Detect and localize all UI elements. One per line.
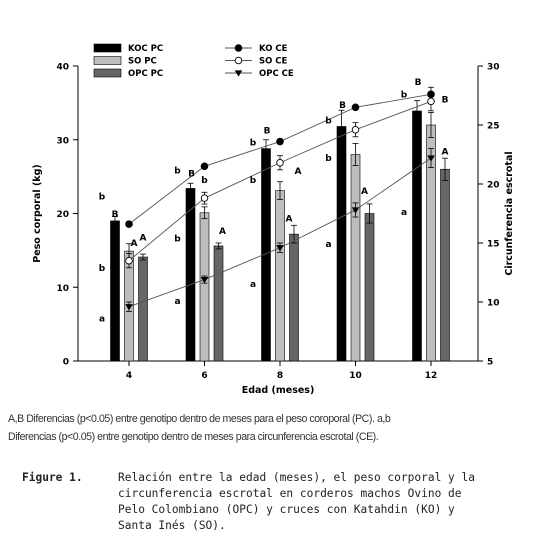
point <box>276 245 284 252</box>
legend-label: OPC CE <box>259 69 294 79</box>
significance-label: b <box>99 264 106 274</box>
point <box>125 220 133 228</box>
point <box>200 276 209 284</box>
x-tick-label: 8 <box>277 371 283 381</box>
y2-tick-label: 5 <box>487 358 493 368</box>
significance-label: a <box>99 315 105 325</box>
significance-label: a <box>325 240 331 250</box>
bar <box>364 213 375 362</box>
bar <box>336 126 347 362</box>
bar <box>440 168 450 362</box>
significance-label: A <box>361 187 368 197</box>
x-tick-label: 12 <box>425 371 438 381</box>
point <box>427 155 435 162</box>
significance-label: B <box>264 127 271 137</box>
significance-label: a <box>174 297 180 307</box>
point <box>351 207 360 214</box>
legend-label: OPC PC <box>128 69 163 79</box>
bar <box>110 220 120 362</box>
figure-label: Figure 1. <box>22 471 83 484</box>
point <box>200 162 209 171</box>
y-tick-label: 0 <box>63 358 69 368</box>
significance-label: B <box>188 169 195 179</box>
footnote: A,B Diferencias (p<0.05) entre genotipo … <box>8 410 532 446</box>
legend-swatch <box>93 56 122 65</box>
x-tick-label: 4 <box>126 371 132 381</box>
y-tick-label: 40 <box>56 63 69 73</box>
caption-line: Santa Inés (SO). <box>118 519 226 532</box>
point <box>276 137 284 146</box>
significance-label: B <box>339 101 346 111</box>
significance-label: A <box>295 167 302 177</box>
significance-label: a <box>401 208 407 218</box>
bar <box>412 110 422 362</box>
x-tick-label: 10 <box>349 371 362 381</box>
significance-label: b <box>250 176 257 186</box>
point <box>200 194 209 202</box>
caption-line: circunferencia escrotal en corderos mach… <box>118 487 462 500</box>
point <box>125 304 133 311</box>
footnote-line: A,B Diferencias (p<0.05) entre genotipo … <box>8 413 391 425</box>
significance-label: b <box>401 91 408 101</box>
caption-line: Relación entre la edad (meses), el peso … <box>118 471 475 484</box>
y2-tick-label: 20 <box>487 181 500 191</box>
significance-label: B <box>442 96 449 106</box>
y-tick-label: 30 <box>56 136 69 146</box>
significance-label: B <box>415 78 422 88</box>
y2-axis-label: Circunferencia escrotal <box>504 151 515 275</box>
legend-label: KOC PC <box>128 44 163 54</box>
bar <box>350 154 361 362</box>
y2-tick-label: 15 <box>487 240 500 250</box>
bar <box>199 212 210 362</box>
legend-swatch <box>93 68 122 78</box>
footnote-line: Diferencias (p<0.05) entre genotipo dent… <box>8 431 379 443</box>
point <box>234 56 243 65</box>
y2-tick-label: 30 <box>487 63 500 73</box>
y2-tick-label: 10 <box>487 299 500 309</box>
significance-label: A <box>219 227 226 237</box>
significance-label: A <box>140 234 147 244</box>
y-tick-label: 10 <box>56 284 69 294</box>
significance-label: b <box>250 138 257 148</box>
y2-tick-label: 25 <box>487 122 500 132</box>
significance-label: b <box>99 192 106 202</box>
caption-text: Relación entre la edad (meses), el peso … <box>118 470 522 534</box>
bar <box>213 245 224 362</box>
chart: 0 10 20 30 40 5 10 15 20 25 30 4 6 8 10 12 Edad (meses) P… <box>32 43 515 396</box>
significance-label: b <box>325 116 332 126</box>
legend-label: SO PC <box>128 57 157 67</box>
y-axis-label: Peso corporal (kg) <box>32 164 43 263</box>
point <box>276 159 284 167</box>
point <box>427 97 435 106</box>
significance-label: B <box>112 210 119 220</box>
significance-label: b <box>201 176 208 186</box>
significance-label: a <box>250 280 256 290</box>
point <box>125 256 133 265</box>
significance-label: b <box>174 166 181 176</box>
caption-line: Pelo Colombiano (OPC) y cruces con Katah… <box>118 503 455 516</box>
legend-swatch <box>93 43 122 53</box>
point <box>234 70 243 77</box>
point <box>351 103 360 112</box>
legend-label: KO CE <box>259 44 288 54</box>
bar <box>185 188 196 362</box>
significance-label: A <box>442 147 449 157</box>
point <box>351 125 360 134</box>
x-tick-label: 6 <box>201 371 207 381</box>
significance-label: b <box>325 154 332 164</box>
bar <box>275 190 285 362</box>
bar <box>289 233 299 362</box>
significance-label: b <box>174 234 181 244</box>
y-tick-label: 20 <box>56 210 69 220</box>
legend-label: SO CE <box>259 57 288 67</box>
x-axis-label: Edad (meses) <box>242 385 315 396</box>
significance-label: A <box>131 239 138 249</box>
bar <box>138 256 148 362</box>
significance-label: A <box>286 214 293 224</box>
point <box>234 44 243 52</box>
